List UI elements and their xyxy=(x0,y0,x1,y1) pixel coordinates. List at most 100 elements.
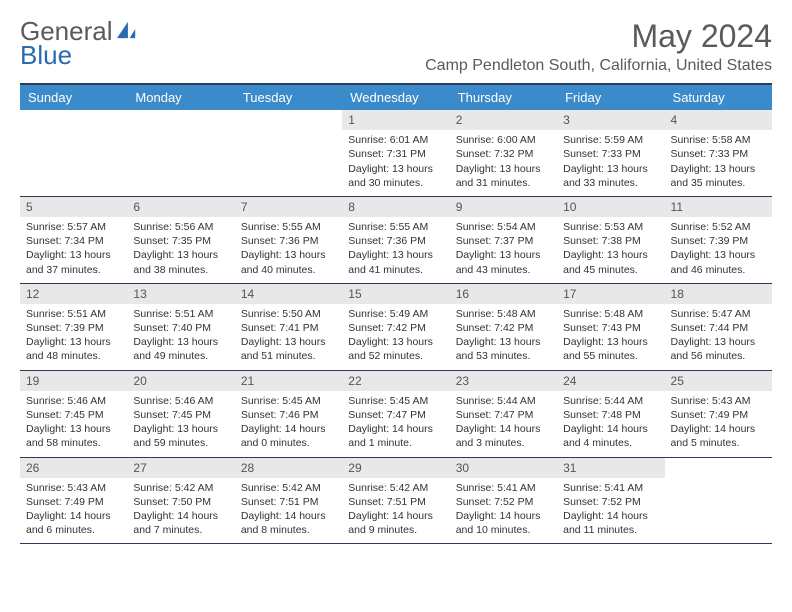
sunset-text: Sunset: 7:52 PM xyxy=(563,495,658,509)
calendar-cell: 14Sunrise: 5:50 AMSunset: 7:41 PMDayligh… xyxy=(235,284,342,370)
sunrise-text: Sunrise: 5:41 AM xyxy=(456,481,551,495)
calendar-cell: 26Sunrise: 5:43 AMSunset: 7:49 PMDayligh… xyxy=(20,458,127,544)
sunset-text: Sunset: 7:47 PM xyxy=(348,408,443,422)
calendar-cell: 24Sunrise: 5:44 AMSunset: 7:48 PMDayligh… xyxy=(557,371,664,457)
day-header: Saturday xyxy=(665,85,772,110)
day-number: 12 xyxy=(20,284,127,304)
cell-body: Sunrise: 5:41 AMSunset: 7:52 PMDaylight:… xyxy=(557,478,664,544)
sunset-text: Sunset: 7:51 PM xyxy=(241,495,336,509)
brand-logo: GeneralBlue xyxy=(20,18,139,68)
cell-body: Sunrise: 5:56 AMSunset: 7:35 PMDaylight:… xyxy=(127,217,234,283)
day-number: 4 xyxy=(665,110,772,130)
calendar-cell: 7Sunrise: 5:55 AMSunset: 7:36 PMDaylight… xyxy=(235,197,342,283)
sunset-text: Sunset: 7:39 PM xyxy=(671,234,766,248)
sunset-text: Sunset: 7:44 PM xyxy=(671,321,766,335)
daylight-text: Daylight: 14 hours and 10 minutes. xyxy=(456,509,551,537)
sunrise-text: Sunrise: 5:43 AM xyxy=(26,481,121,495)
cell-body: Sunrise: 5:59 AMSunset: 7:33 PMDaylight:… xyxy=(557,130,664,196)
daylight-text: Daylight: 13 hours and 41 minutes. xyxy=(348,248,443,276)
day-number: 23 xyxy=(450,371,557,391)
sunset-text: Sunset: 7:40 PM xyxy=(133,321,228,335)
daylight-text: Daylight: 13 hours and 35 minutes. xyxy=(671,162,766,190)
calendar-cell: 0 xyxy=(665,458,772,544)
calendar-cell: 1Sunrise: 6:01 AMSunset: 7:31 PMDaylight… xyxy=(342,110,449,196)
sunrise-text: Sunrise: 5:53 AM xyxy=(563,220,658,234)
cell-body: Sunrise: 5:54 AMSunset: 7:37 PMDaylight:… xyxy=(450,217,557,283)
cell-body: Sunrise: 5:58 AMSunset: 7:33 PMDaylight:… xyxy=(665,130,772,196)
sunrise-text: Sunrise: 5:46 AM xyxy=(26,394,121,408)
sunrise-text: Sunrise: 5:48 AM xyxy=(563,307,658,321)
calendar-cell: 5Sunrise: 5:57 AMSunset: 7:34 PMDaylight… xyxy=(20,197,127,283)
calendar-cell: 12Sunrise: 5:51 AMSunset: 7:39 PMDayligh… xyxy=(20,284,127,370)
calendar-cell: 19Sunrise: 5:46 AMSunset: 7:45 PMDayligh… xyxy=(20,371,127,457)
title-block: May 2024 Camp Pendleton South, Californi… xyxy=(425,18,772,75)
daylight-text: Daylight: 13 hours and 53 minutes. xyxy=(456,335,551,363)
day-header: Friday xyxy=(557,85,664,110)
sunset-text: Sunset: 7:33 PM xyxy=(671,147,766,161)
daylight-text: Daylight: 13 hours and 40 minutes. xyxy=(241,248,336,276)
cell-body xyxy=(20,130,127,139)
day-header: Tuesday xyxy=(235,85,342,110)
day-number: 8 xyxy=(342,197,449,217)
day-header: Wednesday xyxy=(342,85,449,110)
day-number: 26 xyxy=(20,458,127,478)
cell-body: Sunrise: 5:46 AMSunset: 7:45 PMDaylight:… xyxy=(20,391,127,457)
calendar-cell: 10Sunrise: 5:53 AMSunset: 7:38 PMDayligh… xyxy=(557,197,664,283)
day-header: Sunday xyxy=(20,85,127,110)
calendar-cell: 6Sunrise: 5:56 AMSunset: 7:35 PMDaylight… xyxy=(127,197,234,283)
sunrise-text: Sunrise: 6:00 AM xyxy=(456,133,551,147)
sunrise-text: Sunrise: 5:45 AM xyxy=(348,394,443,408)
calendar-cell: 8Sunrise: 5:55 AMSunset: 7:36 PMDaylight… xyxy=(342,197,449,283)
sunrise-text: Sunrise: 5:42 AM xyxy=(241,481,336,495)
cell-body: Sunrise: 5:45 AMSunset: 7:46 PMDaylight:… xyxy=(235,391,342,457)
sunrise-text: Sunrise: 5:42 AM xyxy=(348,481,443,495)
calendar-cell: 20Sunrise: 5:46 AMSunset: 7:45 PMDayligh… xyxy=(127,371,234,457)
sunset-text: Sunset: 7:39 PM xyxy=(26,321,121,335)
daylight-text: Daylight: 13 hours and 38 minutes. xyxy=(133,248,228,276)
day-number: 20 xyxy=(127,371,234,391)
day-number: 15 xyxy=(342,284,449,304)
sunrise-text: Sunrise: 5:42 AM xyxy=(133,481,228,495)
day-number: 9 xyxy=(450,197,557,217)
day-number: 21 xyxy=(235,371,342,391)
week-row: 0001Sunrise: 6:01 AMSunset: 7:31 PMDayli… xyxy=(20,110,772,197)
cell-body xyxy=(665,478,772,487)
day-number: 1 xyxy=(342,110,449,130)
calendar-cell: 18Sunrise: 5:47 AMSunset: 7:44 PMDayligh… xyxy=(665,284,772,370)
week-row: 19Sunrise: 5:46 AMSunset: 7:45 PMDayligh… xyxy=(20,371,772,458)
daylight-text: Daylight: 13 hours and 59 minutes. xyxy=(133,422,228,450)
sunrise-text: Sunrise: 5:57 AM xyxy=(26,220,121,234)
sunrise-text: Sunrise: 5:55 AM xyxy=(348,220,443,234)
sunrise-text: Sunrise: 5:56 AM xyxy=(133,220,228,234)
header: GeneralBlue May 2024 Camp Pendleton Sout… xyxy=(20,18,772,75)
sunset-text: Sunset: 7:52 PM xyxy=(456,495,551,509)
day-number: 27 xyxy=(127,458,234,478)
sunset-text: Sunset: 7:45 PM xyxy=(26,408,121,422)
calendar-cell: 16Sunrise: 5:48 AMSunset: 7:42 PMDayligh… xyxy=(450,284,557,370)
daylight-text: Daylight: 14 hours and 0 minutes. xyxy=(241,422,336,450)
sunset-text: Sunset: 7:36 PM xyxy=(241,234,336,248)
sunrise-text: Sunrise: 6:01 AM xyxy=(348,133,443,147)
sunrise-text: Sunrise: 5:51 AM xyxy=(26,307,121,321)
day-number: 11 xyxy=(665,197,772,217)
daylight-text: Daylight: 14 hours and 4 minutes. xyxy=(563,422,658,450)
day-number: 25 xyxy=(665,371,772,391)
sunset-text: Sunset: 7:38 PM xyxy=(563,234,658,248)
cell-body xyxy=(235,130,342,139)
day-number: 14 xyxy=(235,284,342,304)
calendar-cell: 4Sunrise: 5:58 AMSunset: 7:33 PMDaylight… xyxy=(665,110,772,196)
cell-body: Sunrise: 5:51 AMSunset: 7:39 PMDaylight:… xyxy=(20,304,127,370)
cell-body: Sunrise: 5:43 AMSunset: 7:49 PMDaylight:… xyxy=(665,391,772,457)
sail-icon xyxy=(115,18,139,44)
sunset-text: Sunset: 7:50 PM xyxy=(133,495,228,509)
day-number: 24 xyxy=(557,371,664,391)
day-number: 3 xyxy=(557,110,664,130)
day-number: 19 xyxy=(20,371,127,391)
sunrise-text: Sunrise: 5:55 AM xyxy=(241,220,336,234)
calendar-cell: 2Sunrise: 6:00 AMSunset: 7:32 PMDaylight… xyxy=(450,110,557,196)
sunrise-text: Sunrise: 5:43 AM xyxy=(671,394,766,408)
cell-body: Sunrise: 5:45 AMSunset: 7:47 PMDaylight:… xyxy=(342,391,449,457)
sunrise-text: Sunrise: 5:52 AM xyxy=(671,220,766,234)
location-text: Camp Pendleton South, California, United… xyxy=(425,57,772,75)
cell-body: Sunrise: 5:48 AMSunset: 7:42 PMDaylight:… xyxy=(450,304,557,370)
